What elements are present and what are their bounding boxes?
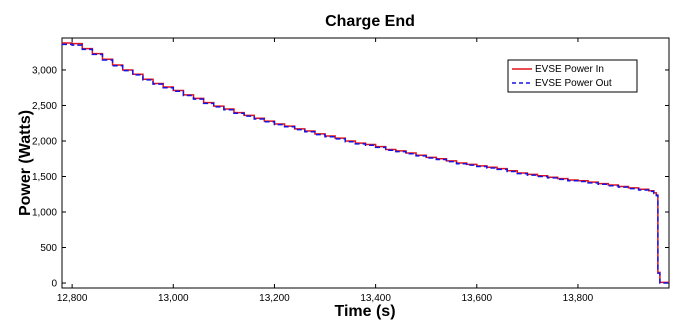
x-tick-label: 13,800 [563, 293, 594, 304]
y-axis-label: Power (Watts) [17, 110, 34, 216]
y-tick-label: 1,500 [32, 172, 57, 183]
x-tick-label: 13,600 [461, 293, 492, 304]
legend-label-power-in: EVSE Power In [535, 64, 604, 75]
y-tick-label: 0 [51, 279, 57, 290]
x-axis-ticks: 12,800 13,000 13,200 13,400 13,600 13,800 [57, 38, 594, 304]
x-tick-label: 13,200 [259, 293, 290, 304]
plot-area-frame [61, 37, 670, 289]
legend-box [507, 59, 638, 93]
chart-title: Charge End [325, 13, 415, 30]
x-tick-label: 13,400 [360, 293, 391, 304]
y-axis-ticks: 0 500 1,000 1,500 2,000 2,500 3,000 [32, 65, 669, 290]
y-tick-label: 2,500 [32, 101, 57, 112]
x-tick-label: 13,000 [158, 293, 189, 304]
y-tick-label: 500 [40, 243, 57, 254]
y-tick-label: 2,000 [32, 136, 57, 147]
x-tick-label: 12,800 [57, 293, 88, 304]
y-tick-label: 3,000 [32, 65, 57, 76]
series-line-power-out [62, 43, 669, 284]
series-layer [62, 42, 669, 284]
legend-label-power-out: EVSE Power Out [535, 78, 612, 89]
x-axis-label: Time (s) [334, 303, 395, 320]
legend: EVSE Power In EVSE Power Out [507, 59, 638, 93]
y-tick-label: 1,000 [32, 208, 57, 219]
